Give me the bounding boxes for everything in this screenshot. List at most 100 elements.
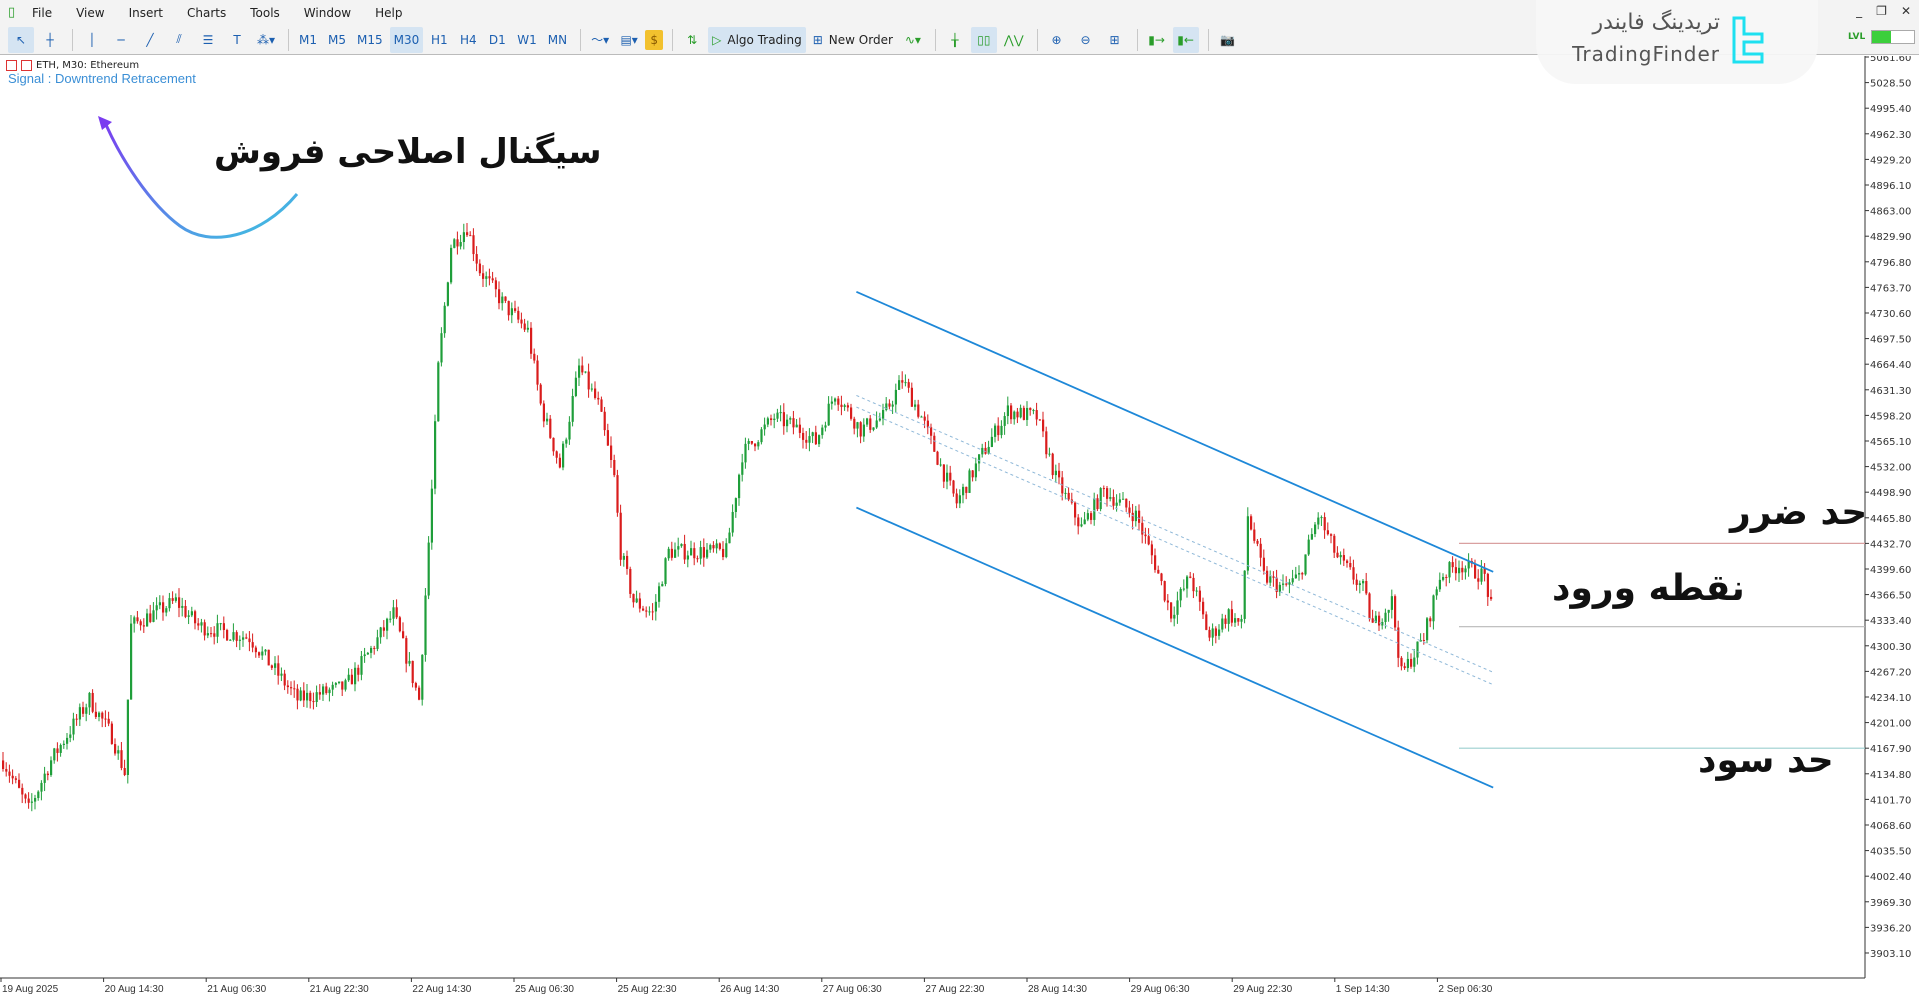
fibonacci-icon[interactable]: ☰	[202, 32, 214, 47]
autoscroll-icon[interactable]: ▮→	[1148, 32, 1165, 47]
bullish-candle	[856, 422, 859, 429]
new-order-icon: ⊞	[812, 32, 823, 47]
timeframe-d1[interactable]: D1	[488, 32, 506, 47]
minimize-button[interactable]: _	[1856, 4, 1863, 18]
y-tick-label: 4995.40	[1870, 104, 1911, 115]
algo-trading-button[interactable]: ▷ Algo Trading	[708, 26, 806, 53]
timeframe-h4[interactable]: H4	[459, 32, 477, 47]
annotation-title: سیگنال اصلاحی فروش	[214, 132, 602, 172]
bearish-candle	[1074, 502, 1077, 518]
bearish-candle	[395, 607, 398, 618]
bearish-candle	[1038, 419, 1041, 421]
text-icon[interactable]: T	[233, 32, 241, 47]
crosshair-icon[interactable]: ┼	[46, 32, 54, 47]
bullish-candle	[1278, 584, 1281, 593]
timeframe-m30[interactable]: M30	[389, 26, 424, 53]
menu-window[interactable]: Window	[303, 5, 352, 20]
horizontal-line-icon[interactable]: ─	[117, 32, 125, 47]
y-tick-label: 4201.00	[1870, 719, 1911, 730]
bearish-candle	[1275, 577, 1278, 593]
menu-file[interactable]: File	[32, 5, 53, 20]
bearish-candle	[1125, 498, 1128, 508]
y-tick-label: 4565.10	[1870, 437, 1911, 448]
bullish-candle	[686, 555, 689, 560]
zoom-out-icon[interactable]: ⊖	[1080, 32, 1091, 47]
chart-shift-icon[interactable]: ▮←	[1172, 26, 1199, 53]
menu-view[interactable]: View	[76, 5, 105, 20]
divider	[672, 28, 674, 51]
bearish-candle	[1051, 453, 1054, 476]
bullish-candle	[763, 424, 766, 430]
dollar-icon[interactable]: $	[645, 29, 664, 50]
bar-chart-icon[interactable]: ╁	[951, 32, 959, 47]
bearish-candle	[651, 611, 654, 613]
bullish-candle	[1109, 497, 1112, 499]
bearish-candle	[494, 280, 497, 290]
bullish-candle	[1282, 583, 1285, 585]
bearish-candle	[414, 683, 417, 688]
indicators-icon[interactable]: 〜▾	[591, 33, 610, 47]
bullish-candle	[1179, 588, 1182, 601]
bullish-candle	[424, 595, 427, 655]
bullish-candle	[1218, 629, 1221, 636]
menu-insert[interactable]: Insert	[128, 5, 163, 20]
cursor-icon[interactable]: ↖	[8, 26, 34, 53]
timeframe-m1[interactable]: M1	[299, 32, 318, 47]
y-tick-label: 4068.60	[1870, 821, 1911, 832]
signal-chart-icon[interactable]: ∿▾	[904, 32, 921, 47]
bullish-candle	[1307, 539, 1310, 555]
vertical-line-icon[interactable]: │	[88, 32, 96, 47]
grid-icon[interactable]: ⊞	[1109, 32, 1120, 47]
watermark-fa: تریدینگ فایندر	[1592, 10, 1720, 35]
bullish-candle	[661, 584, 664, 587]
shapes-icon[interactable]: ⁂▾	[257, 32, 276, 47]
y-tick-label: 4730.60	[1870, 309, 1911, 320]
close-button[interactable]: ✕	[1900, 4, 1911, 18]
channel-icon[interactable]: ⫽	[176, 32, 182, 46]
take-profit-label: حد سود	[1698, 740, 1834, 781]
bullish-candle	[389, 618, 392, 620]
bearish-candle	[82, 707, 85, 714]
chart-canvas[interactable]: 5061.60 5028.50 4995.40 4962.30 4929.20 4896.…	[0, 56, 1919, 996]
bearish-candle	[1045, 431, 1048, 455]
bearish-candle	[1058, 470, 1061, 478]
buy-sell-icon[interactable]: ⇅	[687, 32, 698, 47]
y-tick-label: 4631.30	[1870, 386, 1911, 397]
bullish-candle	[72, 718, 75, 735]
bearish-candle	[411, 660, 414, 684]
restore-button[interactable]: ❐	[1876, 4, 1887, 18]
menu-help[interactable]: Help	[375, 5, 403, 20]
templates-icon[interactable]: ▤▾	[620, 32, 638, 47]
trendline-icon[interactable]: ╱	[146, 32, 154, 47]
bullish-candle	[1115, 502, 1118, 506]
candlestick-chart-icon[interactable]: ▯▯	[970, 26, 997, 53]
timeframe-m15[interactable]: M15	[357, 32, 383, 47]
chart-symbol-label: ETH, M30: Ethereum	[6, 60, 139, 71]
chart-area[interactable]: 5061.60 5028.50 4995.40 4962.30 4929.20 4896.…	[0, 56, 1919, 996]
bearish-candle	[600, 399, 603, 412]
bullish-candle	[200, 622, 203, 626]
timeframe-w1[interactable]: W1	[517, 32, 537, 47]
bearish-candle	[1400, 657, 1403, 667]
bullish-candle	[78, 707, 81, 720]
menu-tools[interactable]: Tools	[250, 5, 280, 20]
timeframe-mn[interactable]: MN	[547, 32, 568, 47]
y-tick-label: 4134.80	[1870, 770, 1911, 781]
x-tick-label: 1 Sep 14:30	[1336, 984, 1390, 995]
line-chart-icon[interactable]: ⋀⋁	[1003, 32, 1024, 47]
bullish-candle	[827, 403, 830, 426]
new-order-button[interactable]: ⊞ New Order	[809, 27, 897, 53]
zoom-in-icon[interactable]: ⊕	[1051, 32, 1062, 47]
divider	[580, 28, 582, 51]
timeframe-m5[interactable]: M5	[328, 32, 347, 47]
timeframe-h1[interactable]: H1	[430, 32, 448, 47]
bullish-candle	[821, 427, 824, 436]
screenshot-icon[interactable]: 📷	[1220, 32, 1236, 47]
bearish-candle	[696, 558, 699, 560]
bullish-candle	[1032, 410, 1035, 412]
bearish-candle	[514, 308, 517, 311]
bullish-candle	[219, 623, 222, 625]
x-tick-label: 29 Aug 22:30	[1233, 984, 1292, 995]
menu-charts[interactable]: Charts	[187, 5, 227, 20]
bearish-candle	[1490, 596, 1493, 600]
